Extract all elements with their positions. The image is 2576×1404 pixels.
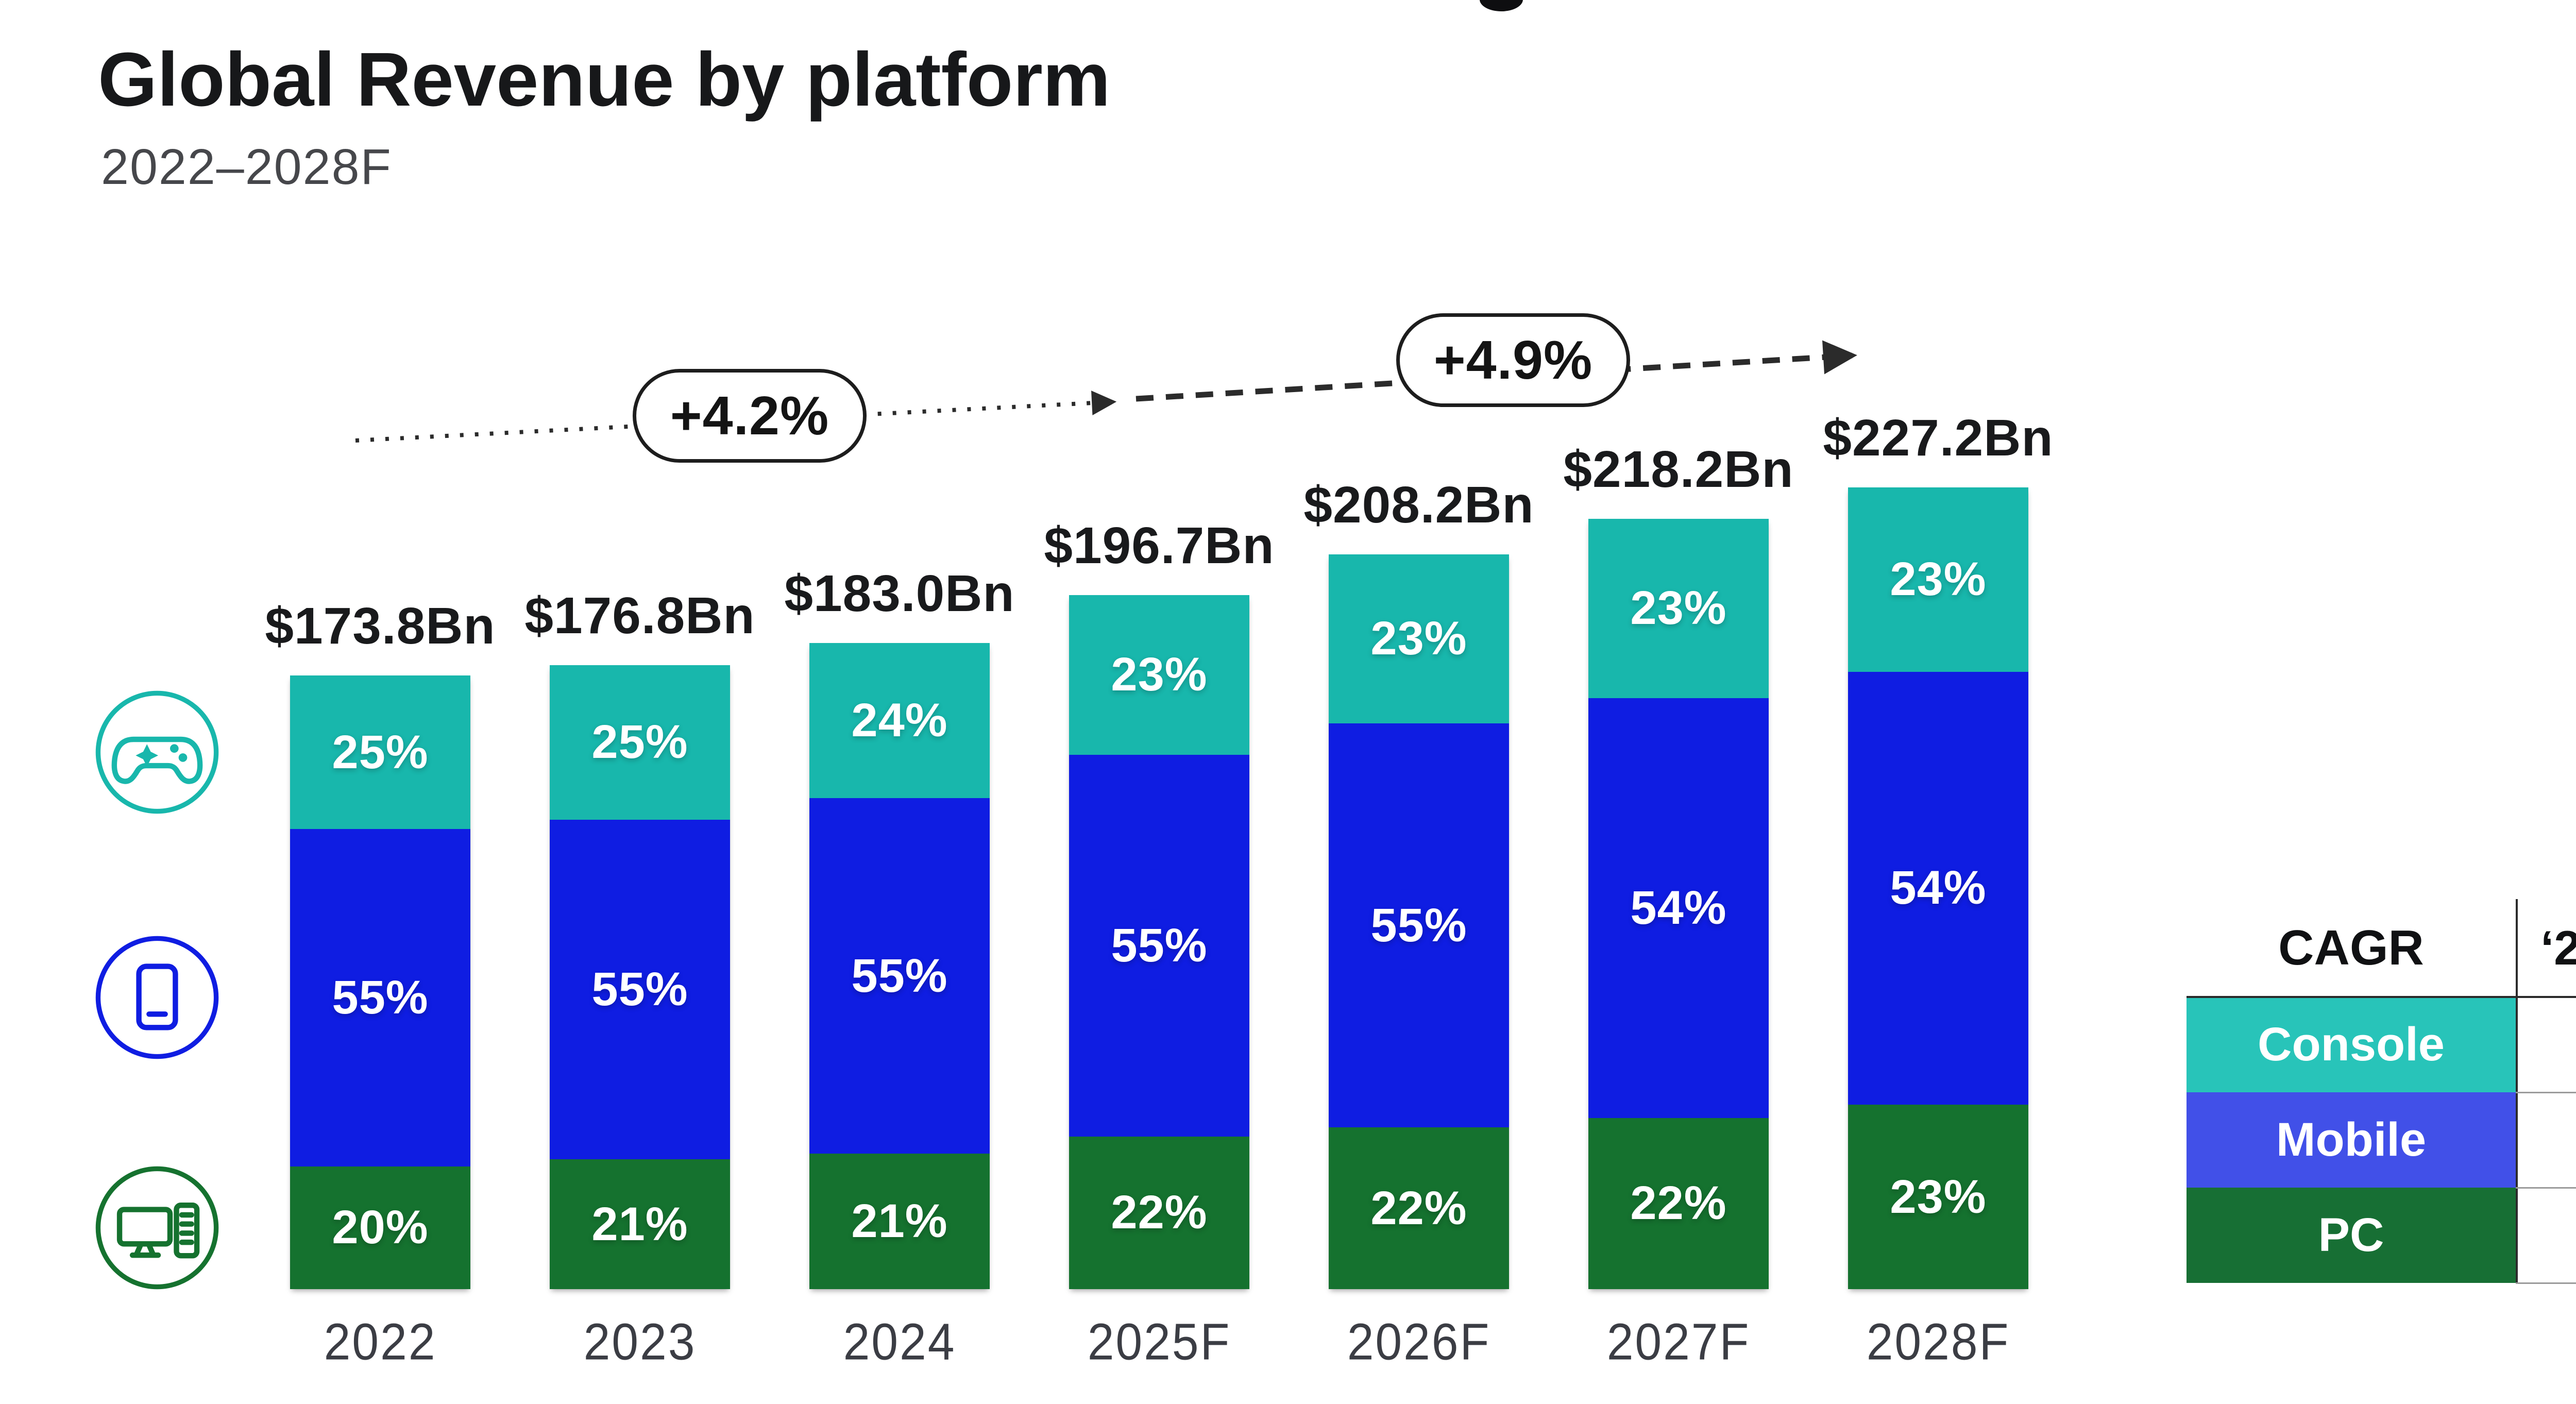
- bar-segment-mobile: 55%: [1329, 723, 1509, 1128]
- segment-percent-label: 21%: [591, 1197, 688, 1250]
- cagr-row-console: Console 1.6% 4.4%: [2187, 997, 2576, 1092]
- row-label: Mobile: [2187, 1092, 2516, 1188]
- bar-segment-pc: 21%: [550, 1159, 730, 1289]
- segment-percent-label: 55%: [1111, 919, 1208, 972]
- bar-segment-pc: 20%: [290, 1166, 470, 1289]
- bar-segment-mobile: 54%: [1848, 671, 2028, 1105]
- bar-segment-mobile: 55%: [290, 829, 470, 1166]
- pc-icon: [93, 1163, 222, 1292]
- bar-segment-pc: 23%: [1848, 1105, 2028, 1289]
- cagr-row-mobile: Mobile 4.4% 4.5%: [2187, 1092, 2576, 1188]
- bar-segment-console: 24%: [809, 643, 990, 799]
- segment-percent-label: 21%: [851, 1194, 948, 1247]
- cagr-header-title: CAGR: [2278, 920, 2424, 975]
- mobile-icon: [93, 933, 222, 1062]
- segment-percent-label: 22%: [1111, 1186, 1208, 1239]
- row-label: Console: [2187, 997, 2516, 1092]
- bar-segment-console: 23%: [1069, 595, 1249, 755]
- segment-percent-label: 24%: [851, 694, 948, 747]
- bar-segment-pc: 21%: [809, 1153, 990, 1289]
- segment-percent-label: 23%: [1370, 612, 1467, 665]
- segment-percent-label: 54%: [1890, 861, 1987, 915]
- growth-pill-4.2: +4.2%: [633, 369, 867, 463]
- cagr-row-pc: PC 6.7% 6.6%: [2187, 1188, 2576, 1283]
- page-subtitle: 2022–2028F: [101, 139, 392, 195]
- segment-percent-label: 54%: [1630, 881, 1727, 934]
- segment-percent-label: 23%: [1111, 648, 1208, 701]
- table-header-rule: [2187, 996, 2576, 998]
- cagr-value: 1.6%: [2516, 997, 2576, 1092]
- x-axis-label: 2026F: [1347, 1313, 1491, 1371]
- bar-total-label: $173.8Bn: [265, 597, 496, 655]
- cropped-text-fragment: [1480, 0, 1523, 11]
- bar-total-label: $218.2Bn: [1563, 441, 1794, 499]
- console-icon: [93, 688, 222, 817]
- segment-percent-label: 25%: [332, 725, 429, 779]
- bar-segment-mobile: 54%: [1588, 698, 1769, 1118]
- segment-percent-label: 22%: [1370, 1181, 1467, 1234]
- bar-2024: 24% 55% 21%: [809, 643, 990, 1289]
- segment-percent-label: 23%: [1890, 553, 1987, 606]
- cagr-table: CAGR ‘22 – ‘25 ‘25 – ‘28Console 1.6% 4.4…: [2187, 899, 2576, 1284]
- cagr-value: 4.4%: [2516, 1092, 2576, 1188]
- segment-percent-label: 55%: [1370, 899, 1467, 952]
- segment-percent-label: 23%: [1630, 582, 1727, 635]
- x-axis-label: 2025F: [1087, 1313, 1231, 1371]
- bar-total-label: $227.2Bn: [1823, 409, 2054, 467]
- row-label: PC: [2187, 1188, 2516, 1283]
- x-axis-label: 2024: [843, 1313, 956, 1371]
- x-axis-label: 2028F: [1866, 1313, 2010, 1371]
- bar-total-label: $176.8Bn: [524, 586, 755, 645]
- cagr-value: 6.7%: [2516, 1188, 2576, 1283]
- bar-2025F: 23% 55% 22%: [1069, 595, 1249, 1289]
- x-axis-label: 2022: [324, 1313, 437, 1371]
- table-vertical-divider: [2516, 899, 2518, 1283]
- bar-2022: 25% 55% 20%: [290, 675, 470, 1289]
- cagr-col-1: ‘22 – ‘25: [2540, 921, 2576, 975]
- bar-segment-console: 23%: [1588, 519, 1769, 698]
- table-row-divider: [2516, 1092, 2576, 1093]
- table-bottom-rule: [2516, 1282, 2576, 1284]
- bar-segment-mobile: 55%: [809, 798, 990, 1154]
- bar-2023: 25% 55% 21%: [550, 665, 730, 1289]
- x-axis-label: 2027F: [1606, 1313, 1751, 1371]
- segment-percent-label: 55%: [591, 962, 688, 1016]
- bar-2027F: 23% 54% 22%: [1588, 519, 1769, 1289]
- bar-total-label: $196.7Bn: [1044, 516, 1275, 574]
- bar-2028F: 23% 54% 23%: [1848, 487, 2028, 1289]
- bar-total-label: $183.0Bn: [784, 565, 1015, 623]
- segment-percent-label: 55%: [851, 949, 948, 1002]
- bar-segment-mobile: 55%: [1069, 754, 1249, 1137]
- page-title: Global Revenue by platform: [98, 37, 1111, 122]
- bar-2026F: 23% 55% 22%: [1329, 554, 1509, 1289]
- bar-segment-console: 25%: [290, 675, 470, 830]
- bar-segment-pc: 22%: [1588, 1118, 1769, 1289]
- bar-segment-console: 25%: [550, 665, 730, 820]
- table-row-divider: [2516, 1187, 2576, 1189]
- segment-percent-label: 25%: [591, 716, 688, 769]
- growth-pill-4.9: +4.9%: [1396, 313, 1630, 407]
- segment-percent-label: 55%: [332, 971, 429, 1024]
- x-axis-label: 2023: [583, 1313, 697, 1371]
- bar-segment-pc: 22%: [1069, 1136, 1249, 1289]
- segment-percent-label: 23%: [1890, 1170, 1987, 1223]
- bar-segment-pc: 22%: [1329, 1127, 1509, 1289]
- segment-percent-label: 22%: [1630, 1177, 1727, 1230]
- bar-segment-mobile: 55%: [550, 819, 730, 1160]
- cagr-table-header: CAGR ‘22 – ‘25 ‘25 – ‘28: [2187, 899, 2576, 997]
- bar-segment-console: 23%: [1848, 487, 2028, 672]
- segment-percent-label: 20%: [332, 1201, 429, 1254]
- bar-total-label: $208.2Bn: [1303, 476, 1534, 534]
- bar-segment-console: 23%: [1329, 554, 1509, 723]
